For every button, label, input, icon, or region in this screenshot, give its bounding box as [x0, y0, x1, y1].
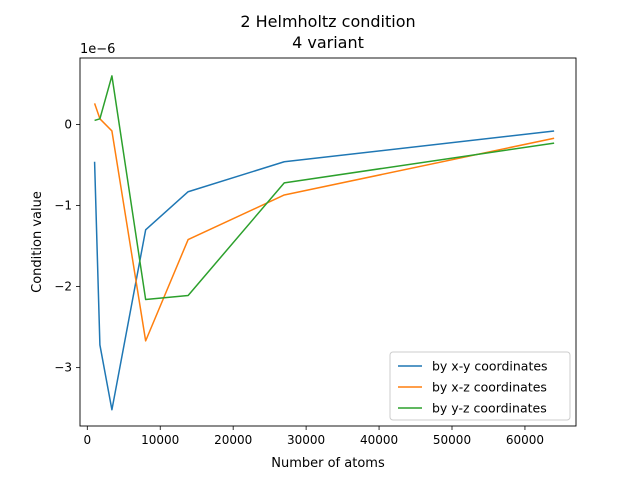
- legend-box: [389, 351, 571, 421]
- x-axis-label: Number of atoms: [271, 456, 385, 471]
- y-tick-label: −2: [54, 280, 72, 294]
- plot-frame: [79, 57, 577, 427]
- x-tick-label: 30000: [287, 433, 325, 447]
- chart-title: 2 Helmholtz condition: [240, 12, 415, 31]
- x-tick-label: 10000: [141, 433, 179, 447]
- series-lines: [93, 75, 555, 411]
- y-axis-label: Condition value: [30, 191, 45, 293]
- x-ticks: 0 10000 20000 30000 40000 50000 60000: [83, 426, 544, 447]
- y-tick-label: −1: [54, 199, 72, 213]
- y-tick-label: 0: [64, 117, 72, 131]
- chart-subtitle: 4 variant: [292, 33, 364, 52]
- y-ticks: 0 −1 −2 −3: [54, 117, 80, 375]
- y-offset-text: 1e−6: [80, 42, 115, 57]
- x-tick-label: 60000: [506, 433, 544, 447]
- legend-label: by x-z coordinates: [432, 380, 547, 395]
- series-line-3: [94, 75, 555, 301]
- x-tick-label: 20000: [214, 433, 252, 447]
- series-line-1: [93, 130, 555, 411]
- x-tick-label: 0: [83, 433, 91, 447]
- x-tick-label: 40000: [360, 433, 398, 447]
- legend-label: by y-z coordinates: [432, 401, 547, 416]
- x-tick-label: 50000: [433, 433, 471, 447]
- y-tick-label: −3: [54, 361, 72, 375]
- legend: by x-y coordinates by x-z coordinates by y…: [389, 351, 571, 421]
- legend-label: by x-y coordinates: [432, 359, 548, 374]
